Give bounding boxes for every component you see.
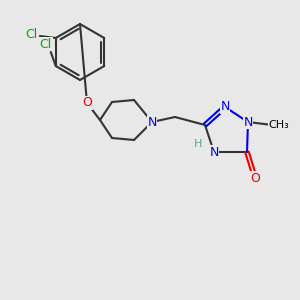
Text: N: N (243, 116, 253, 128)
Text: Cl: Cl (26, 28, 38, 40)
Text: O: O (250, 172, 260, 184)
Text: H: H (194, 139, 202, 149)
Text: N: N (220, 100, 230, 113)
Text: O: O (82, 97, 92, 110)
Text: N: N (209, 146, 219, 158)
Text: N: N (147, 116, 157, 128)
Text: Cl: Cl (40, 38, 52, 50)
Text: CH₃: CH₃ (268, 120, 290, 130)
